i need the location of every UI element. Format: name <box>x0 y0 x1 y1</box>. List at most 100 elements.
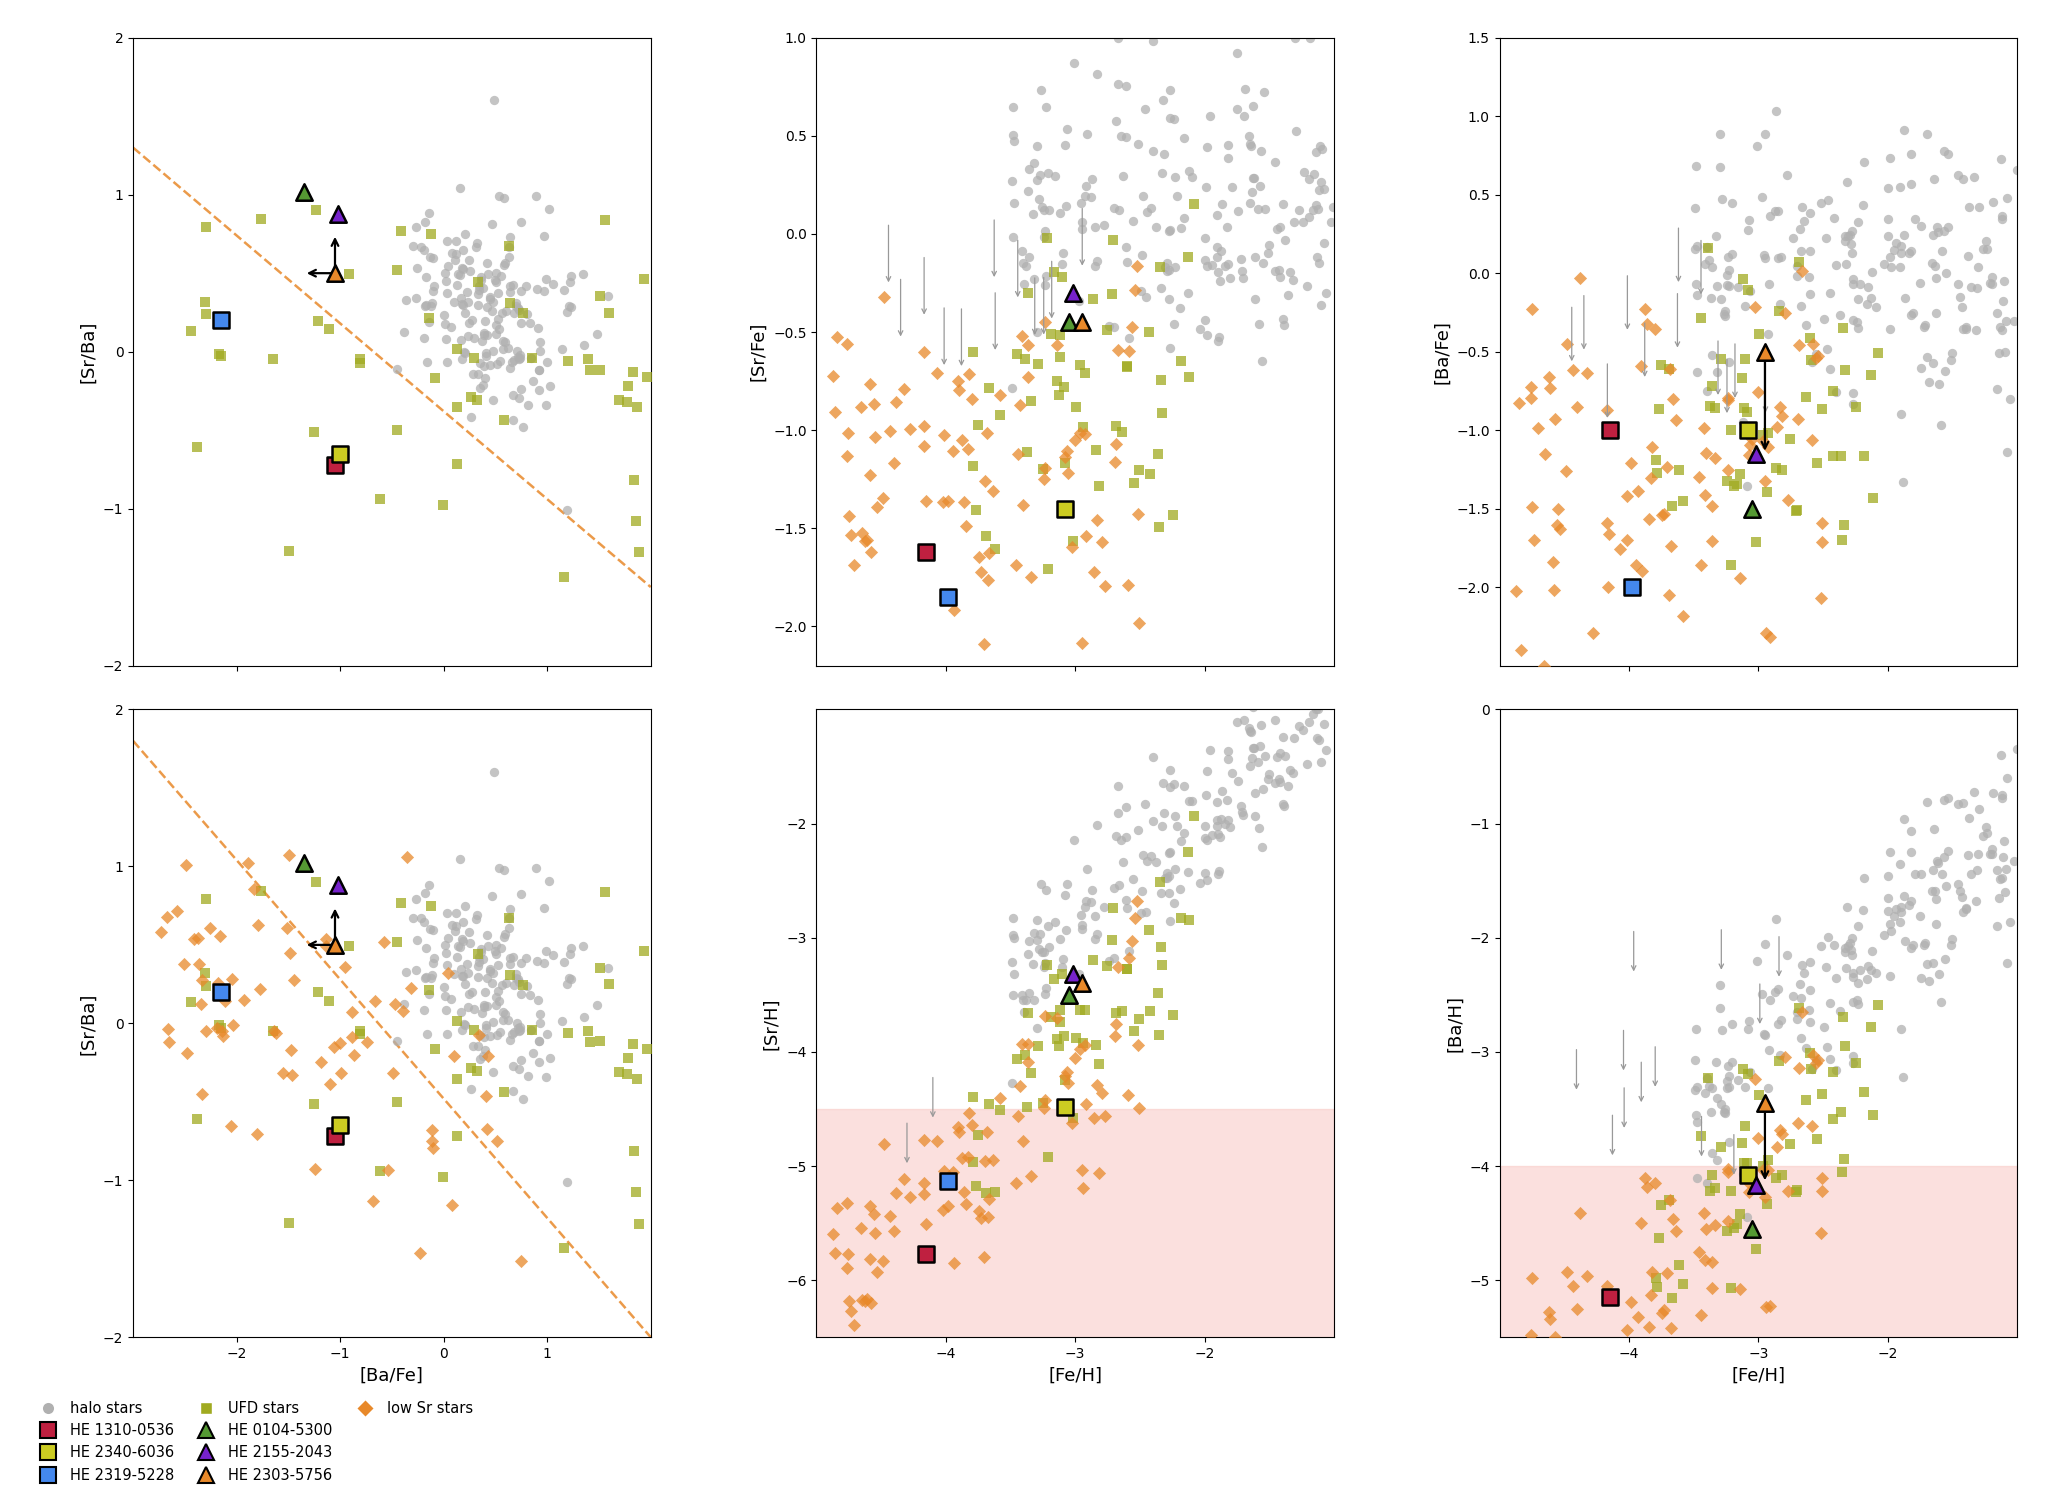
Point <box>309 928 342 952</box>
Point <box>182 926 215 950</box>
Point <box>1063 961 1096 985</box>
Point <box>1212 266 1245 290</box>
Point <box>973 1092 1006 1117</box>
Point <box>1212 252 1245 277</box>
Point <box>1894 888 1927 913</box>
Point <box>1087 574 1120 598</box>
Point <box>1976 190 2009 215</box>
Point <box>1817 1108 1849 1132</box>
Point <box>1913 969 1946 993</box>
Point <box>416 280 449 304</box>
Point <box>846 521 879 545</box>
Point <box>432 961 465 985</box>
Point <box>1976 264 2009 289</box>
Point <box>174 990 207 1014</box>
Point <box>1591 399 1624 423</box>
Point <box>1931 215 1964 239</box>
Point <box>1921 849 1954 873</box>
Point <box>1847 150 1880 174</box>
Point <box>610 390 643 414</box>
Point <box>1812 187 1845 212</box>
Point <box>403 1241 436 1265</box>
Point <box>1917 952 1950 976</box>
Point <box>440 394 473 419</box>
Point <box>190 887 223 911</box>
Point <box>1835 926 1868 950</box>
Point <box>1927 139 1960 163</box>
Point <box>145 920 178 944</box>
Point <box>426 493 459 517</box>
Point <box>1106 163 1139 187</box>
Point <box>1102 955 1135 979</box>
Point <box>1143 1023 1176 1047</box>
Point <box>1884 901 1917 925</box>
Point <box>463 363 496 387</box>
Point <box>1694 394 1726 419</box>
Point <box>1704 996 1737 1020</box>
Point <box>1225 795 1257 819</box>
Point <box>932 1194 965 1218</box>
Point <box>629 267 662 292</box>
Point <box>1188 861 1221 885</box>
Point <box>471 261 504 286</box>
Point <box>932 490 965 514</box>
Point <box>1749 932 1782 956</box>
Point <box>426 1165 459 1189</box>
Point <box>1817 205 1849 230</box>
Point <box>1294 26 1327 50</box>
Point <box>1190 783 1223 807</box>
Point <box>391 845 424 869</box>
X-axis label: [Fe/H]: [Fe/H] <box>1049 1366 1102 1384</box>
Point <box>1847 866 1880 890</box>
Point <box>1626 1358 1659 1383</box>
Point <box>1081 1052 1114 1076</box>
Point <box>1591 1274 1624 1298</box>
Point <box>1667 488 1700 512</box>
Point <box>1317 195 1350 219</box>
Point <box>1636 1260 1669 1284</box>
Point <box>1534 375 1567 399</box>
Point <box>471 934 504 958</box>
Point <box>1190 759 1223 783</box>
Point <box>512 1064 545 1088</box>
Point <box>487 1000 520 1024</box>
Point <box>1604 1363 1636 1387</box>
Point <box>170 854 203 878</box>
Point <box>1118 1020 1151 1044</box>
Point <box>1841 972 1874 996</box>
Point <box>1960 317 1993 341</box>
Point <box>524 338 557 363</box>
Point <box>1137 808 1169 833</box>
Point <box>1761 414 1794 438</box>
Point <box>1712 1064 1745 1088</box>
Point <box>1049 193 1081 218</box>
Point <box>1550 332 1583 357</box>
Point <box>453 323 485 348</box>
Point <box>190 973 223 997</box>
Point <box>1059 396 1092 420</box>
Point <box>1298 162 1331 186</box>
Point <box>1210 145 1243 169</box>
Point <box>203 341 236 366</box>
Point <box>610 375 643 399</box>
Point <box>1952 245 1985 269</box>
Point <box>154 1031 186 1055</box>
Point <box>831 1289 864 1313</box>
Point <box>1069 184 1102 209</box>
Point <box>414 245 446 269</box>
Point <box>463 950 496 975</box>
Point <box>504 348 537 372</box>
Point <box>1098 1023 1130 1047</box>
Point <box>1028 310 1061 334</box>
Point <box>479 985 512 1009</box>
Point <box>457 346 489 370</box>
Point <box>1174 908 1206 932</box>
Point <box>469 1038 502 1062</box>
Point <box>1528 653 1561 677</box>
Point <box>1747 1021 1780 1046</box>
Point <box>430 901 463 925</box>
Point <box>961 1174 993 1198</box>
Point <box>1749 340 1782 364</box>
Point <box>1735 434 1767 458</box>
Point <box>1593 523 1626 547</box>
